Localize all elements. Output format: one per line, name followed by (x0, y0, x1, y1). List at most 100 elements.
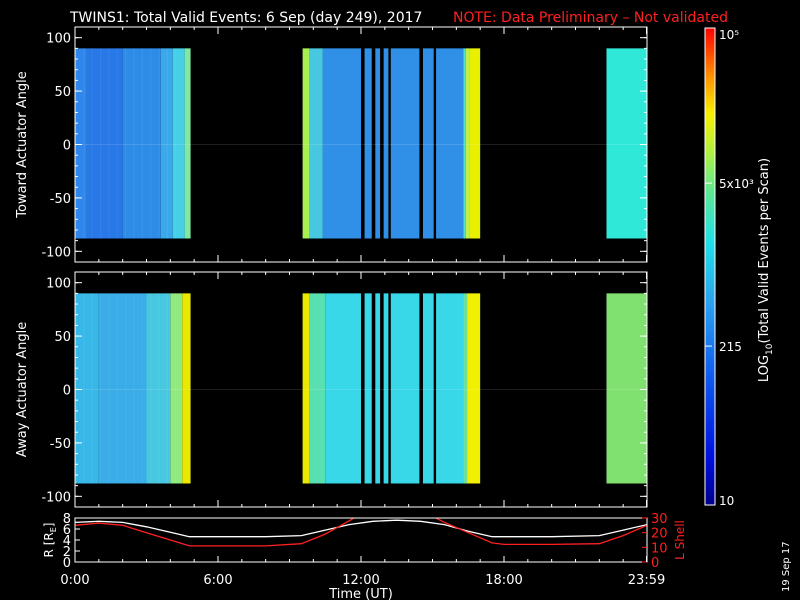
data-gap-2 (380, 292, 384, 485)
y-tick-label: 0 (63, 384, 71, 399)
data-gap-1 (371, 292, 376, 485)
heatmap-segment-10 (465, 48, 470, 239)
data-gap-0 (361, 47, 365, 240)
heatmap-streak (108, 48, 110, 239)
x-tick-label: 23:59 (628, 573, 665, 588)
data-gap-4 (419, 47, 423, 240)
heatmap-streak (75, 48, 77, 239)
toward-heatmap-panel: 100 50 0 -50 -100 Toward Actuator Angle (15, 26, 648, 263)
colorbar-tick-label: 215 (719, 340, 742, 354)
heatmap-segment-11 (469, 48, 481, 239)
data-gap-5 (433, 292, 437, 485)
heatmap-streak (141, 293, 143, 484)
y-tick-label: -50 (50, 437, 71, 452)
x-tick-label: 12:00 (342, 573, 379, 588)
y-tick-label: 0 (63, 139, 71, 154)
heatmap-streak (166, 48, 168, 239)
heatmap-segment-0 (75, 293, 99, 484)
away-heatmap-panel: 100 50 0 -50 -100 Away Actuator Angle (15, 271, 648, 508)
heatmap-segment-7 (325, 293, 464, 484)
x-tick-label: 6:00 (203, 573, 232, 588)
colorbar-tick-label: 10⁵ (719, 28, 739, 42)
heatmap-segment-12 (606, 48, 647, 239)
heatmap-segment-3 (160, 48, 173, 239)
left-y-tick-label: 4 (63, 534, 71, 549)
heatmap-streak (100, 48, 102, 239)
x-tick-label: 18:00 (485, 573, 522, 588)
heatmap-segment-4 (172, 48, 185, 239)
left-y-axis-label: R [RE] (42, 523, 58, 558)
heatmap-streak (175, 293, 177, 484)
data-gap-1 (371, 47, 376, 240)
x-axis-label: Time (UT) (328, 587, 393, 600)
left-y-tick-label: 8 (63, 512, 71, 527)
heatmap-streak (100, 293, 102, 484)
data-gap-3 (388, 292, 391, 485)
chart-title: TWINS1: Total Valid Events: 6 Sep (day 2… (69, 10, 422, 26)
y-tick-label: -100 (41, 490, 71, 505)
right-y-tick-label: 10 (651, 541, 668, 556)
heatmap-streak (91, 48, 93, 239)
heatmap-streak (83, 48, 85, 239)
heatmap-segment-0 (75, 48, 87, 239)
right-y-tick-label: 20 (651, 527, 668, 542)
right-y-tick-label: 0 (651, 556, 659, 571)
heatmap-segment-6 (309, 293, 326, 484)
heatmap-streak (83, 293, 85, 484)
date-stamp: 19 Sep 17 (781, 541, 792, 592)
right-y-axis-label: L Shell (673, 520, 687, 560)
y-tick-label: 100 (46, 277, 71, 292)
data-gap-5 (433, 47, 437, 240)
colorbar-tick-label: 10 (719, 494, 734, 508)
heatmap-streak (158, 293, 160, 484)
colorbar-gradient (704, 27, 716, 506)
y-tick-label: 100 (46, 32, 71, 47)
heatmap-streak (116, 48, 118, 239)
heatmap-segment-10 (606, 293, 647, 484)
y-tick-label: -50 (50, 192, 71, 207)
left-y-tick-label: 2 (63, 545, 71, 560)
heatmap-segment-2 (122, 48, 161, 239)
heatmap-streak (150, 293, 152, 484)
left-y-tick-label: 0 (63, 556, 71, 571)
y-tick-label: 50 (54, 330, 71, 345)
heatmap-segment-1 (98, 293, 147, 484)
heatmap-segment-9 (463, 48, 466, 239)
orbit-panel-frame (74, 517, 648, 563)
data-gap-2 (380, 47, 384, 240)
colorbar: LOG10(Total Valid Events per Scan) 10 215… (704, 27, 775, 508)
r-label-main: R [R (42, 532, 56, 557)
y-tick-label: 50 (54, 85, 71, 100)
heatmap-streak (125, 293, 127, 484)
heatmap-streak (91, 293, 93, 484)
left-y-tick-label: 6 (63, 523, 71, 538)
heatmap-streak (166, 293, 168, 484)
heatmap-segment-8 (463, 293, 468, 484)
heatmap-streak (75, 293, 77, 484)
heatmap-streak (158, 48, 160, 239)
heatmap-segment-7 (309, 48, 323, 239)
x-tick-label: 0:00 (60, 573, 89, 588)
colorbar-label: LOG10(Total Valid Events per Scan) (757, 158, 775, 382)
data-gap-0 (361, 292, 365, 485)
right-y-tick-label: 30 (651, 512, 668, 527)
heatmap-segment-4 (182, 293, 191, 484)
heatmap-streak (141, 48, 143, 239)
heatmap-segment-3 (170, 293, 183, 484)
heatmap-segment-2 (146, 293, 171, 484)
heatmap-streak (125, 48, 127, 239)
heatmap-segment-6 (302, 48, 310, 239)
heatmap-segment-5 (302, 293, 310, 484)
heatmap-segment-9 (467, 293, 481, 484)
heatmap-segment-8 (322, 48, 464, 239)
colorbar-tick-label: 5x10³ (719, 177, 754, 191)
heatmap-streak (116, 293, 118, 484)
heatmap-streak (133, 48, 135, 239)
heatmap-streak (133, 293, 135, 484)
data-gap-3 (388, 47, 391, 240)
y-axis-label: Away Actuator Angle (15, 322, 30, 457)
y-tick-label: -100 (41, 245, 71, 260)
data-gap-4 (419, 292, 423, 485)
